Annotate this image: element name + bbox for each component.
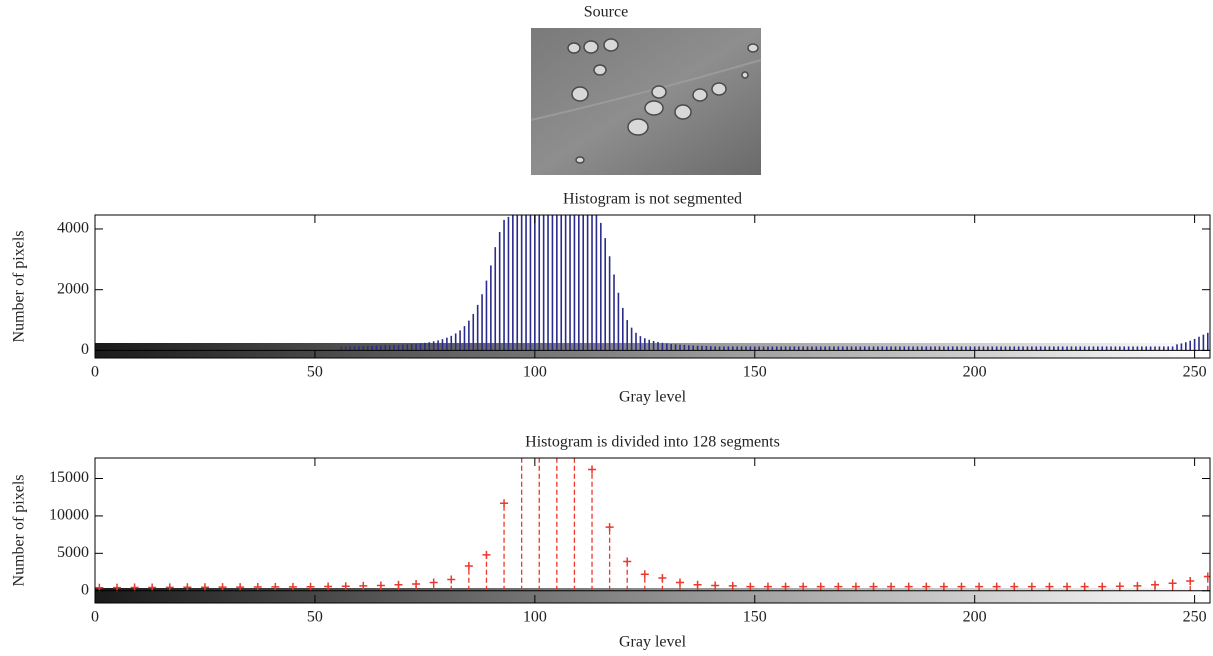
y-tick-label: 5000: [57, 544, 89, 561]
image-title: Source: [584, 4, 628, 21]
y-tick-label: 2000: [57, 280, 89, 297]
x-axis-label: Gray level: [619, 634, 687, 651]
x-tick-label: 150: [743, 609, 767, 626]
stem-marker: [887, 582, 896, 591]
stem-marker: [763, 582, 772, 591]
gray-colorbar: [95, 588, 1210, 603]
stem-marker: [781, 582, 790, 591]
source-image: [530, 28, 762, 175]
y-tick-label: 4000: [57, 220, 89, 237]
y-tick-label: 0: [81, 581, 89, 598]
stem-marker: [1063, 582, 1072, 591]
stem-marker: [130, 583, 139, 592]
y-tick-label: 0: [81, 341, 89, 358]
stem-marker: [957, 582, 966, 591]
stem-marker: [992, 582, 1001, 591]
plot-area: [95, 458, 1210, 592]
stem-marker: [904, 582, 913, 591]
stem-marker: [148, 583, 157, 592]
stem-marker: [1080, 582, 1089, 591]
x-tick-label: 200: [963, 364, 987, 381]
stem-marker: [922, 582, 931, 591]
stem-marker: [1010, 582, 1019, 591]
x-axis-label: Gray level: [619, 389, 687, 406]
stem-marker: [271, 582, 280, 591]
x-tick-label: 150: [743, 364, 767, 381]
stem-marker: [464, 562, 473, 571]
x-tick-label: 250: [1183, 364, 1207, 381]
stem-marker: [359, 581, 368, 590]
stem-marker: [324, 582, 333, 591]
stem-marker: [623, 557, 632, 566]
plot-area: [340, 215, 1209, 351]
stem-marker: [376, 581, 385, 590]
stem-marker: [851, 582, 860, 591]
stem-marker: [253, 582, 262, 591]
axes-box: [94, 214, 1211, 359]
stem-marker: [711, 581, 720, 590]
stem-marker: [658, 574, 667, 583]
stem-marker: [975, 582, 984, 591]
stem-marker: [1027, 582, 1036, 591]
y-axis-label: Number of pixels: [11, 475, 28, 587]
x-tick-label: 100: [523, 609, 547, 626]
stem-marker: [500, 499, 509, 508]
stem-marker: [1151, 580, 1160, 589]
stem-marker: [165, 583, 174, 592]
chart-title: Histogram is not segmented: [563, 191, 742, 208]
stem-marker: [728, 581, 737, 590]
stem-marker: [799, 582, 808, 591]
stem-marker: [1098, 582, 1107, 591]
stem-marker: [236, 583, 245, 592]
stem-marker: [1186, 577, 1195, 586]
stem-marker: [429, 578, 438, 587]
stem-marker: [640, 570, 649, 579]
axes-box: [94, 457, 1211, 604]
x-tick-label: 0: [91, 609, 99, 626]
stem-marker: [746, 582, 755, 591]
stem-marker: [288, 582, 297, 591]
stem-marker: [1045, 582, 1054, 591]
stem-marker: [447, 575, 456, 584]
stem-marker: [200, 583, 209, 592]
x-tick-label: 200: [963, 609, 987, 626]
stem-marker: [693, 580, 702, 589]
chart-title: Histogram is divided into 128 segments: [525, 434, 780, 451]
x-tick-label: 0: [91, 364, 99, 381]
stem-marker: [605, 523, 614, 532]
stem-marker: [588, 465, 597, 474]
y-tick-label: 15000: [49, 469, 89, 486]
stem-marker: [1168, 579, 1177, 588]
x-tick-label: 50: [307, 609, 323, 626]
stem-marker: [816, 582, 825, 591]
stem-marker: [1203, 572, 1210, 581]
stem-marker: [675, 578, 684, 587]
x-tick-label: 100: [523, 364, 547, 381]
y-tick-label: 10000: [49, 507, 89, 524]
stem-marker: [482, 550, 491, 559]
stem-marker: [869, 582, 878, 591]
stem-marker: [394, 580, 403, 589]
stem-marker: [1115, 582, 1124, 591]
stem-marker: [412, 579, 421, 588]
stem-marker: [306, 582, 315, 591]
x-tick-label: 250: [1183, 609, 1207, 626]
stem-marker: [1133, 581, 1142, 590]
stem-marker: [183, 583, 192, 592]
stem-marker: [341, 582, 350, 591]
stem-marker: [939, 582, 948, 591]
stem-marker: [834, 582, 843, 591]
x-tick-label: 50: [307, 364, 323, 381]
stem-marker: [218, 583, 227, 592]
y-axis-label: Number of pixels: [11, 231, 28, 343]
